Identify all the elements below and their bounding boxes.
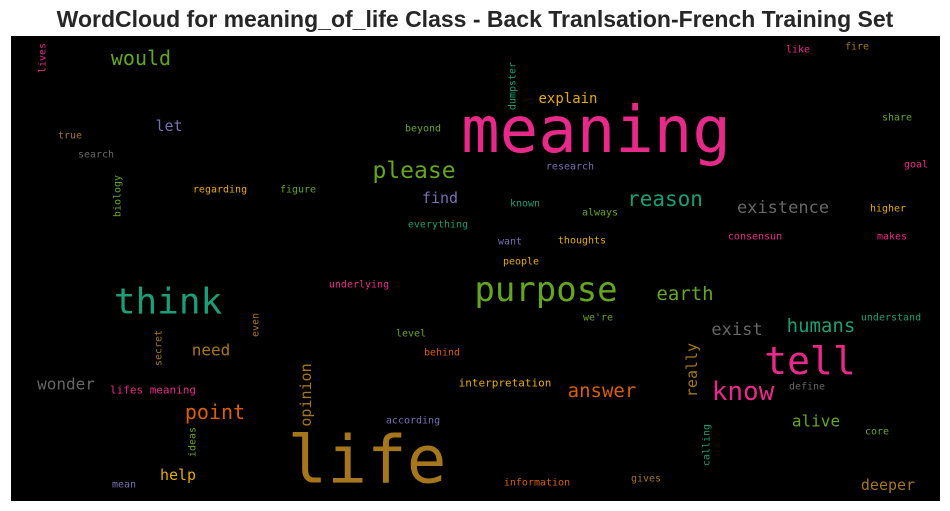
word-information: information [504, 478, 570, 489]
word-always: always [582, 208, 618, 219]
word-like: like [786, 45, 810, 56]
word-true: true [58, 131, 82, 142]
word-higher: higher [870, 204, 906, 215]
word-behind: behind [424, 348, 460, 359]
word-lifes-meaning: lifes meaning [110, 384, 196, 397]
word-even: even [251, 313, 262, 337]
word-ideas: ideas [188, 427, 199, 457]
word-meaning: meaning [461, 94, 731, 168]
word-share: share [882, 113, 912, 124]
word-existence: existence [737, 198, 829, 218]
word-purpose: purpose [474, 270, 617, 310]
wordcloud-background [11, 36, 940, 501]
word-define: define [789, 382, 825, 393]
word-thoughts: thoughts [558, 236, 606, 247]
word-opinion: opinion [297, 363, 315, 426]
word-life: life [288, 422, 447, 499]
word-lives: lives [38, 43, 49, 73]
word-known: known [510, 199, 540, 210]
word-fire: fire [845, 42, 869, 53]
word-understand: understand [861, 313, 921, 324]
word-humans: humans [787, 315, 856, 337]
word-everything: everything [408, 220, 468, 231]
word-dumpster: dumpster [508, 62, 519, 110]
word-makes: makes [877, 232, 907, 243]
word-search: search [78, 150, 114, 161]
word-tell: tell [764, 339, 856, 383]
word-answer: answer [568, 380, 637, 402]
word-explain: explain [538, 91, 597, 107]
word-exist: exist [711, 320, 762, 340]
word-mean: mean [112, 480, 136, 491]
word-please: please [372, 158, 455, 184]
word-earth: earth [656, 283, 713, 305]
word-consensun: consensun [728, 232, 782, 243]
word-level: level [396, 329, 426, 340]
word-core: core [865, 427, 889, 438]
word-beyond: beyond [405, 124, 441, 135]
word-underlying: underlying [329, 280, 389, 291]
word-deeper: deeper [861, 476, 915, 494]
word-research: research [546, 162, 594, 173]
chart-title: WordCloud for meaning_of_life Class - Ba… [56, 6, 894, 32]
word-according: according [386, 416, 440, 427]
word-reason: reason [627, 187, 703, 211]
word-let: let [155, 117, 182, 135]
word-find: find [422, 189, 458, 207]
word-would: would [111, 46, 171, 70]
word-figure: figure [280, 185, 316, 196]
word-need: need [192, 341, 231, 360]
word-help: help [160, 466, 196, 484]
word-we-re: we're [583, 313, 613, 324]
word-biology: biology [113, 175, 124, 217]
word-alive: alive [792, 412, 840, 431]
word-wonder: wonder [37, 375, 95, 394]
word-point: point [185, 400, 245, 424]
word-regarding: regarding [193, 185, 247, 196]
word-goal: goal [904, 160, 928, 171]
word-want: want [498, 237, 522, 248]
word-gives: gives [631, 474, 661, 485]
word-know: know [712, 377, 775, 407]
word-people: people [503, 257, 539, 268]
word-really: really [683, 343, 701, 397]
word-think: think [114, 282, 223, 323]
word-calling: calling [702, 424, 713, 466]
word-interpretation: interpretation [459, 377, 552, 390]
word-secret: secret [154, 330, 165, 366]
